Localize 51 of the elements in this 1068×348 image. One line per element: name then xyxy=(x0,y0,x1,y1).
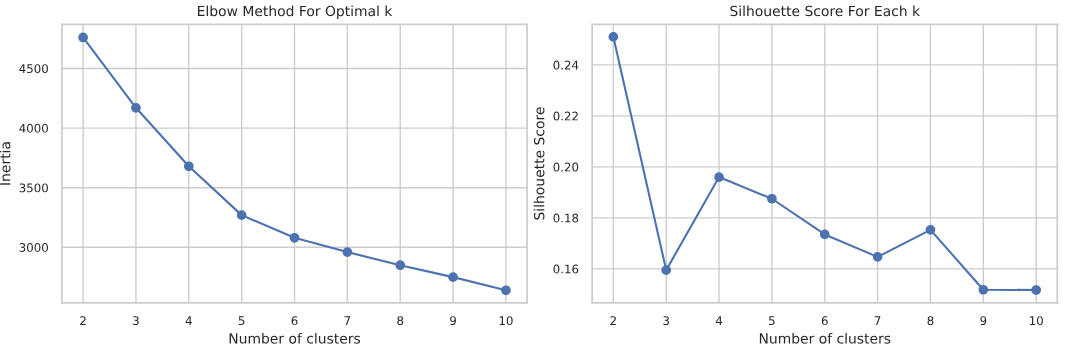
x-tick-label: 10 xyxy=(499,316,513,326)
x-tick-label: 9 xyxy=(980,316,987,326)
point xyxy=(342,247,353,257)
point xyxy=(661,265,672,275)
point xyxy=(925,224,936,235)
point xyxy=(289,232,300,243)
x-tick-label: 9 xyxy=(450,316,456,326)
y-axis-title: Silhouette Score xyxy=(533,107,545,220)
x-tick-label: 7 xyxy=(874,316,881,325)
point xyxy=(819,229,830,240)
x-tick-label: 7 xyxy=(344,316,351,325)
x-tick-label: 3 xyxy=(663,316,669,326)
point xyxy=(395,260,406,271)
point xyxy=(501,285,511,296)
x-tick-label: 6 xyxy=(291,316,298,326)
x-axis-title: Number of clusters xyxy=(759,332,891,344)
point xyxy=(767,193,777,204)
x-tick-label: 8 xyxy=(927,316,934,326)
x-tick-label: 4 xyxy=(185,316,192,325)
point xyxy=(236,210,247,220)
point xyxy=(131,102,141,113)
x-tick-label: 3 xyxy=(133,316,139,326)
x-tick-label: 2 xyxy=(610,316,616,325)
x-tick-label: 6 xyxy=(821,316,828,326)
x-tick-label: 4 xyxy=(715,316,723,325)
point xyxy=(1031,285,1042,295)
point xyxy=(608,31,619,42)
y-tick-label: 0.20 xyxy=(553,162,579,172)
y-tick-label: 0.22 xyxy=(553,111,578,121)
point xyxy=(978,284,989,295)
y-tick-label: 4000 xyxy=(19,123,48,133)
y-tick-label: 0.24 xyxy=(553,60,579,70)
x-tick-label: 2 xyxy=(80,316,86,325)
point xyxy=(448,272,458,282)
chart-title: Elbow Method For Optimal k xyxy=(198,5,393,19)
point xyxy=(78,32,88,43)
point xyxy=(872,252,883,262)
x-tick-label: 5 xyxy=(238,316,245,326)
y-tick-label: 0.16 xyxy=(553,264,579,274)
y-tick-label: 3500 xyxy=(19,183,48,193)
point xyxy=(183,161,194,172)
x-tick-label: 5 xyxy=(769,316,775,326)
point xyxy=(714,172,724,182)
y-axis-title: Inertia xyxy=(0,142,11,185)
y-tick-label: 0.18 xyxy=(553,213,579,223)
chart-title: Silhouette Score For Each k xyxy=(730,5,921,17)
x-tick-label: 8 xyxy=(397,316,404,326)
y-tick-label: 4500 xyxy=(19,64,48,74)
x-tick-label: 10 xyxy=(1029,316,1043,326)
y-tick-label: 3000 xyxy=(19,243,48,252)
x-axis-title: Number of clusters xyxy=(229,332,361,344)
